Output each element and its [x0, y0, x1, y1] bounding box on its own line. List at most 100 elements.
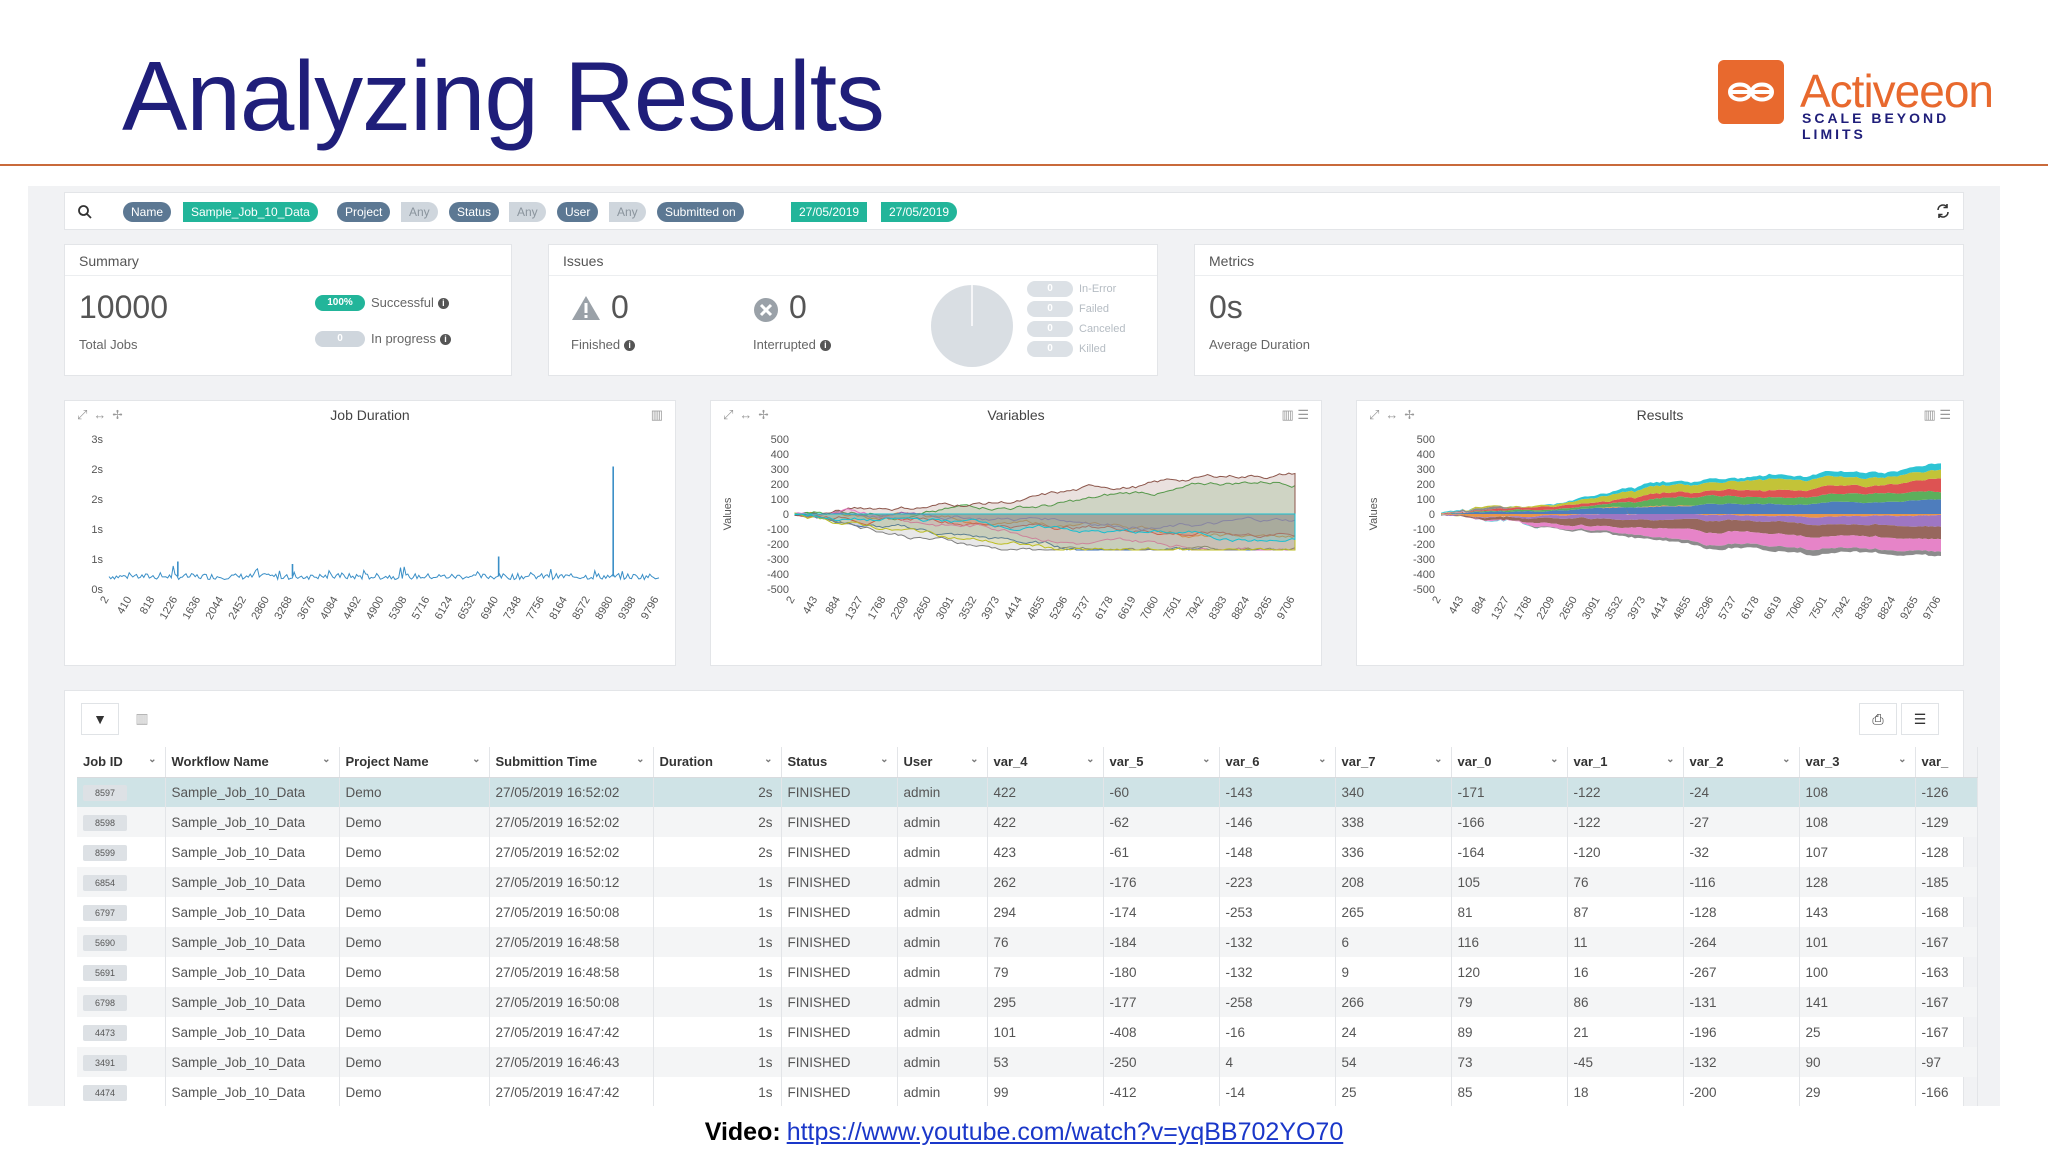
table-row[interactable]: 5691 Sample_Job_10_Data Demo 27/05/2019 16:…: [77, 957, 1978, 987]
y-tick-label: 2s: [91, 464, 103, 476]
sort-chevron-icon[interactable]: ⌄: [1318, 754, 1327, 766]
info-icon[interactable]: i: [819, 340, 831, 352]
job-id-badge[interactable]: 6797: [83, 904, 127, 921]
table-row[interactable]: 6798 Sample_Job_10_Data Demo 27/05/2019 16:…: [77, 987, 1978, 1017]
export-button[interactable]: ⎙: [1859, 703, 1897, 735]
column-header[interactable]: Status ⌄: [781, 747, 898, 778]
column-header[interactable]: var_1 ⌄: [1567, 747, 1684, 778]
column-header[interactable]: var_7 ⌄: [1335, 747, 1452, 778]
sort-chevron-icon[interactable]: ⌄: [764, 754, 773, 766]
table-row[interactable]: 6797 Sample_Job_10_Data Demo 27/05/2019 16:…: [77, 897, 1978, 927]
table-cell: -120: [1567, 837, 1684, 867]
table-cell: FINISHED: [781, 897, 898, 927]
y-tick-label: 500: [1417, 434, 1435, 446]
table-row[interactable]: 5690 Sample_Job_10_Data Demo 27/05/2019 16:…: [77, 927, 1978, 957]
table-cell: FINISHED: [781, 837, 898, 867]
refresh-icon[interactable]: [1935, 203, 1951, 219]
sort-chevron-icon[interactable]: ⌄: [1666, 754, 1675, 766]
job-id-badge[interactable]: 5690: [83, 934, 127, 951]
search-icon[interactable]: [77, 204, 93, 220]
chart-resize-tools-icon[interactable]: ⤢↔✢: [723, 407, 775, 422]
table-cell: 89: [1451, 1017, 1568, 1047]
column-header[interactable]: var_0 ⌄: [1451, 747, 1568, 778]
column-header[interactable]: User ⌄: [897, 747, 988, 778]
filter-project-key[interactable]: Project: [337, 202, 391, 222]
stacked-series-area: [1441, 508, 1941, 527]
table-cell: 3491: [77, 1047, 166, 1077]
job-id-badge[interactable]: 8599: [83, 844, 127, 861]
filter-submitted-key[interactable]: Submitted on: [657, 202, 744, 222]
chart-toggle-button[interactable]: ▥: [123, 703, 161, 735]
table-row[interactable]: 4474 Sample_Job_10_Data Demo 27/05/2019 16:…: [77, 1077, 1978, 1106]
sort-chevron-icon[interactable]: ⌄: [1550, 754, 1559, 766]
sort-chevron-icon[interactable]: ⌄: [880, 754, 889, 766]
filter-submitted-from[interactable]: 27/05/2019: [791, 202, 868, 222]
sort-chevron-icon[interactable]: ⌄: [1782, 754, 1791, 766]
filter-user-value[interactable]: Any: [609, 202, 646, 222]
filter-name-value[interactable]: Sample_Job_10_Data: [183, 202, 318, 222]
column-header[interactable]: var_2 ⌄: [1683, 747, 1800, 778]
column-header[interactable]: var_5 ⌄: [1103, 747, 1220, 778]
column-header[interactable]: Job ID ⌄: [77, 747, 166, 778]
table-cell: -167: [1915, 927, 1978, 957]
job-id-badge[interactable]: 4474: [83, 1084, 127, 1101]
x-tick-label: 5737: [1070, 595, 1093, 622]
series-area: [794, 512, 1296, 551]
table-cell: 1s: [653, 867, 782, 897]
filter-name-key[interactable]: Name: [123, 202, 172, 222]
table-row[interactable]: 6854 Sample_Job_10_Data Demo 27/05/2019 16:…: [77, 867, 1978, 897]
table-cell: 27/05/2019 16:46:43: [489, 1047, 654, 1077]
table-row[interactable]: 8598 Sample_Job_10_Data Demo 27/05/2019 16:…: [77, 807, 1978, 837]
table-row[interactable]: 8597 Sample_Job_10_Data Demo 27/05/2019 16:…: [77, 777, 1978, 807]
x-tick-label: 6619: [1116, 595, 1139, 622]
filter-submitted-to[interactable]: 27/05/2019: [881, 202, 958, 222]
job-id-badge[interactable]: 6854: [83, 874, 127, 891]
x-tick-label: 884: [823, 595, 843, 617]
filter-user-key[interactable]: User: [557, 202, 599, 222]
column-header[interactable]: Project Name ⌄: [339, 747, 490, 778]
sort-chevron-icon[interactable]: ⌄: [1202, 754, 1211, 766]
column-header[interactable]: var_4 ⌄: [987, 747, 1104, 778]
job-id-badge[interactable]: 8598: [83, 814, 127, 831]
sort-chevron-icon[interactable]: ⌄: [1086, 754, 1095, 766]
total-jobs-label: Total Jobs: [79, 337, 138, 352]
column-header[interactable]: var_6 ⌄: [1219, 747, 1336, 778]
job-id-badge[interactable]: 3491: [83, 1054, 127, 1071]
table-cell: 4473: [77, 1017, 166, 1047]
column-header[interactable]: Workflow Name ⌄: [165, 747, 340, 778]
sort-chevron-icon[interactable]: ⌄: [1434, 754, 1443, 766]
table-cell: 27/05/2019 16:47:42: [489, 1017, 654, 1047]
sort-chevron-icon[interactable]: ⌄: [1898, 754, 1907, 766]
filter-status-key[interactable]: Status: [449, 202, 500, 222]
info-icon[interactable]: i: [437, 298, 449, 310]
chart-menu-icon[interactable]: ▥ ☰: [1281, 407, 1309, 422]
column-header[interactable]: var_3 ⌄: [1799, 747, 1916, 778]
sort-chevron-icon[interactable]: ⌄: [322, 754, 331, 766]
sort-chevron-icon[interactable]: ⌄: [148, 754, 157, 766]
chart-bar-icon[interactable]: ▥: [650, 407, 663, 422]
column-header[interactable]: var_: [1915, 747, 1978, 778]
column-header[interactable]: Duration ⌄: [653, 747, 782, 778]
sort-chevron-icon[interactable]: ⌄: [636, 754, 645, 766]
job-id-badge[interactable]: 6798: [83, 994, 127, 1011]
job-id-badge[interactable]: 5691: [83, 964, 127, 981]
info-icon[interactable]: i: [624, 340, 636, 352]
sort-chevron-icon[interactable]: ⌄: [970, 754, 979, 766]
table-row[interactable]: 8599 Sample_Job_10_Data Demo 27/05/2019 16:…: [77, 837, 1978, 867]
chart-resize-tools-icon[interactable]: ⤢↔✢: [77, 407, 129, 422]
filter-button[interactable]: ▼: [81, 703, 119, 735]
columns-menu-button[interactable]: ☰: [1901, 703, 1939, 735]
job-id-badge[interactable]: 4473: [83, 1024, 127, 1041]
table-cell: 8597: [77, 777, 166, 807]
column-header[interactable]: Submittion Time ⌄: [489, 747, 654, 778]
video-link[interactable]: https://www.youtube.com/watch?v=yqBB702Y…: [786, 1118, 1344, 1146]
job-id-badge[interactable]: 8597: [83, 784, 127, 801]
chart-resize-tools-icon[interactable]: ⤢↔✢: [1369, 407, 1421, 422]
sort-chevron-icon[interactable]: ⌄: [472, 754, 481, 766]
info-icon[interactable]: i: [440, 334, 452, 346]
table-row[interactable]: 3491 Sample_Job_10_Data Demo 27/05/2019 16:…: [77, 1047, 1978, 1077]
table-row[interactable]: 4473 Sample_Job_10_Data Demo 27/05/2019 16:…: [77, 1017, 1978, 1047]
filter-project-value[interactable]: Any: [401, 202, 438, 222]
filter-status-value[interactable]: Any: [509, 202, 546, 222]
chart-menu-icon[interactable]: ▥ ☰: [1923, 407, 1951, 422]
